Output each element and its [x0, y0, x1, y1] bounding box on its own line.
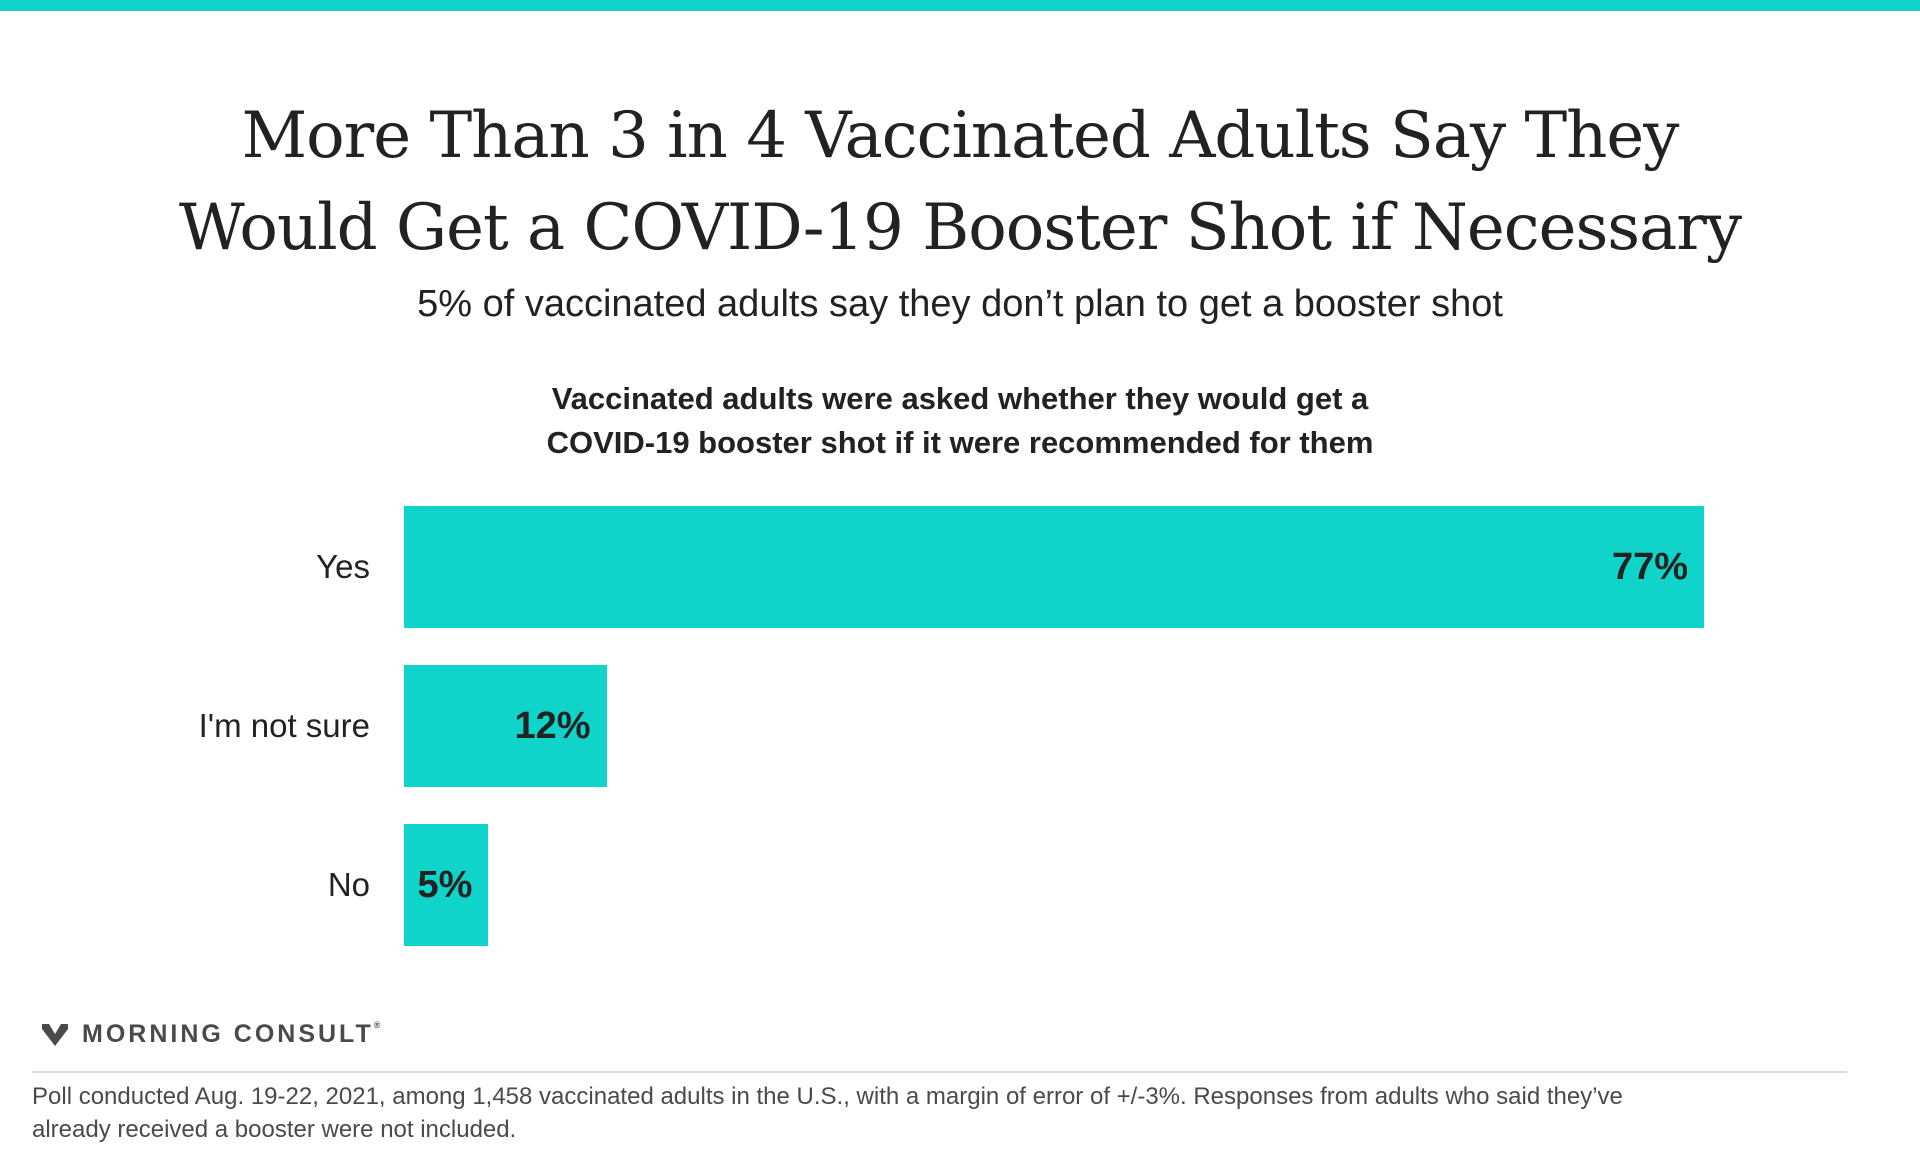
category-label: No [327, 866, 370, 903]
survey-question-line-1: Vaccinated adults were asked whether the… [551, 381, 1369, 416]
footnote-line-1: Poll conducted Aug. 19-22, 2021, among 1… [32, 1083, 1623, 1110]
category-label: I'm not sure [198, 707, 370, 744]
logo-wordmark: MORNING CONSULT® [82, 1019, 381, 1048]
morning-consult-logo: MORNING CONSULT® [40, 1018, 380, 1050]
chart-title-line-2: Would Get a COVID-19 Booster Shot if Nec… [178, 191, 1742, 265]
bar [404, 665, 607, 787]
chart-title-line-1: More Than 3 in 4 Vaccinated Adults Say T… [241, 99, 1680, 173]
footnote-line-2: already received a booster were not incl… [32, 1116, 517, 1143]
value-label: 77% [1611, 546, 1688, 588]
survey-question-line-2: COVID-19 booster shot if it were recomme… [546, 425, 1374, 460]
survey-question: Vaccinated adults were asked whether the… [0, 377, 1920, 465]
morning-consult-m-icon [42, 1024, 68, 1046]
value-label: 12% [514, 705, 591, 747]
footer-divider [32, 1071, 1847, 1073]
category-label: Yes [316, 548, 370, 585]
bar [404, 824, 489, 946]
bar [404, 506, 1704, 628]
chart-subtitle: 5% of vaccinated adults say they don’t p… [417, 283, 1503, 325]
footnote: Poll conducted Aug. 19-22, 2021, among 1… [32, 1080, 1872, 1146]
top-accent-bar [0, 0, 1920, 11]
value-label: 5% [417, 864, 473, 906]
chart-title: More Than 3 in 4 Vaccinated Adults Say T… [0, 90, 1920, 274]
